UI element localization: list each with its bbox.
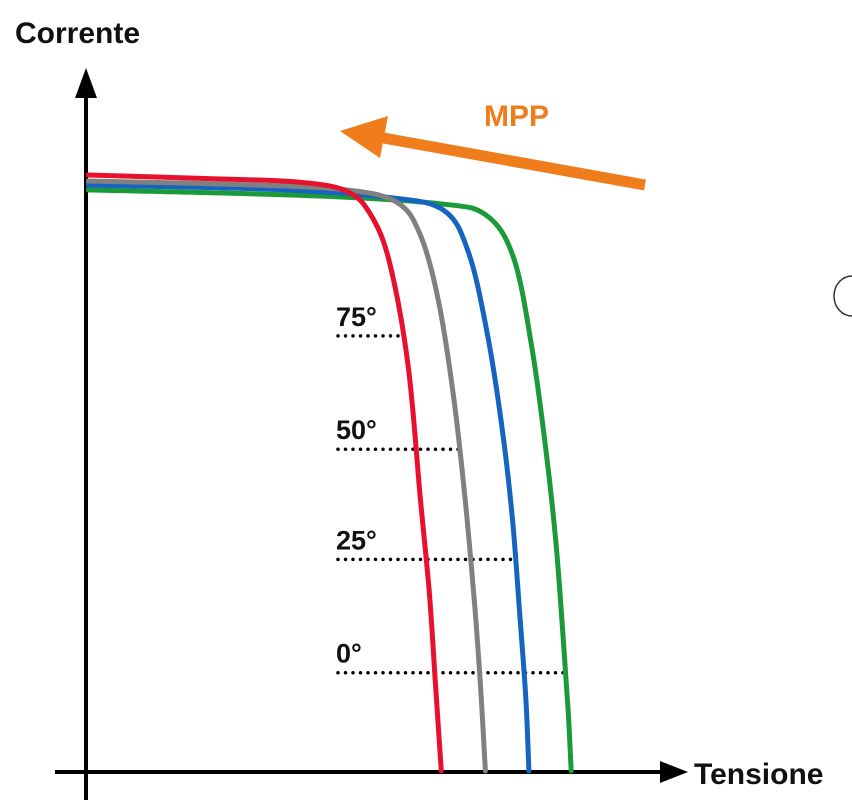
series-line-75deg [86,172,444,774]
x-axis-arrow [660,761,688,783]
temp-marker-label-0: 75° [336,302,377,332]
series-line-0deg [86,187,574,774]
mpp-arrow-head [340,116,388,158]
mpp-arrow-line [377,131,646,191]
x-axis-label: Tensione [694,758,823,791]
temperature-markers: 75° 50° 25° 0° [336,302,568,675]
series-line-25deg [86,182,532,774]
series-line-50deg [86,178,488,774]
y-axis-arrow [75,68,97,98]
temp-marker-label-1: 50° [336,415,377,445]
y-axis-label: Corrente [15,17,140,50]
mpp-label: MPP [484,100,549,133]
temp-marker-label-2: 25° [336,525,377,555]
temp-marker-label-3: 0° [336,639,362,669]
edge-circle-fragment [833,275,852,317]
series-group [86,172,574,774]
